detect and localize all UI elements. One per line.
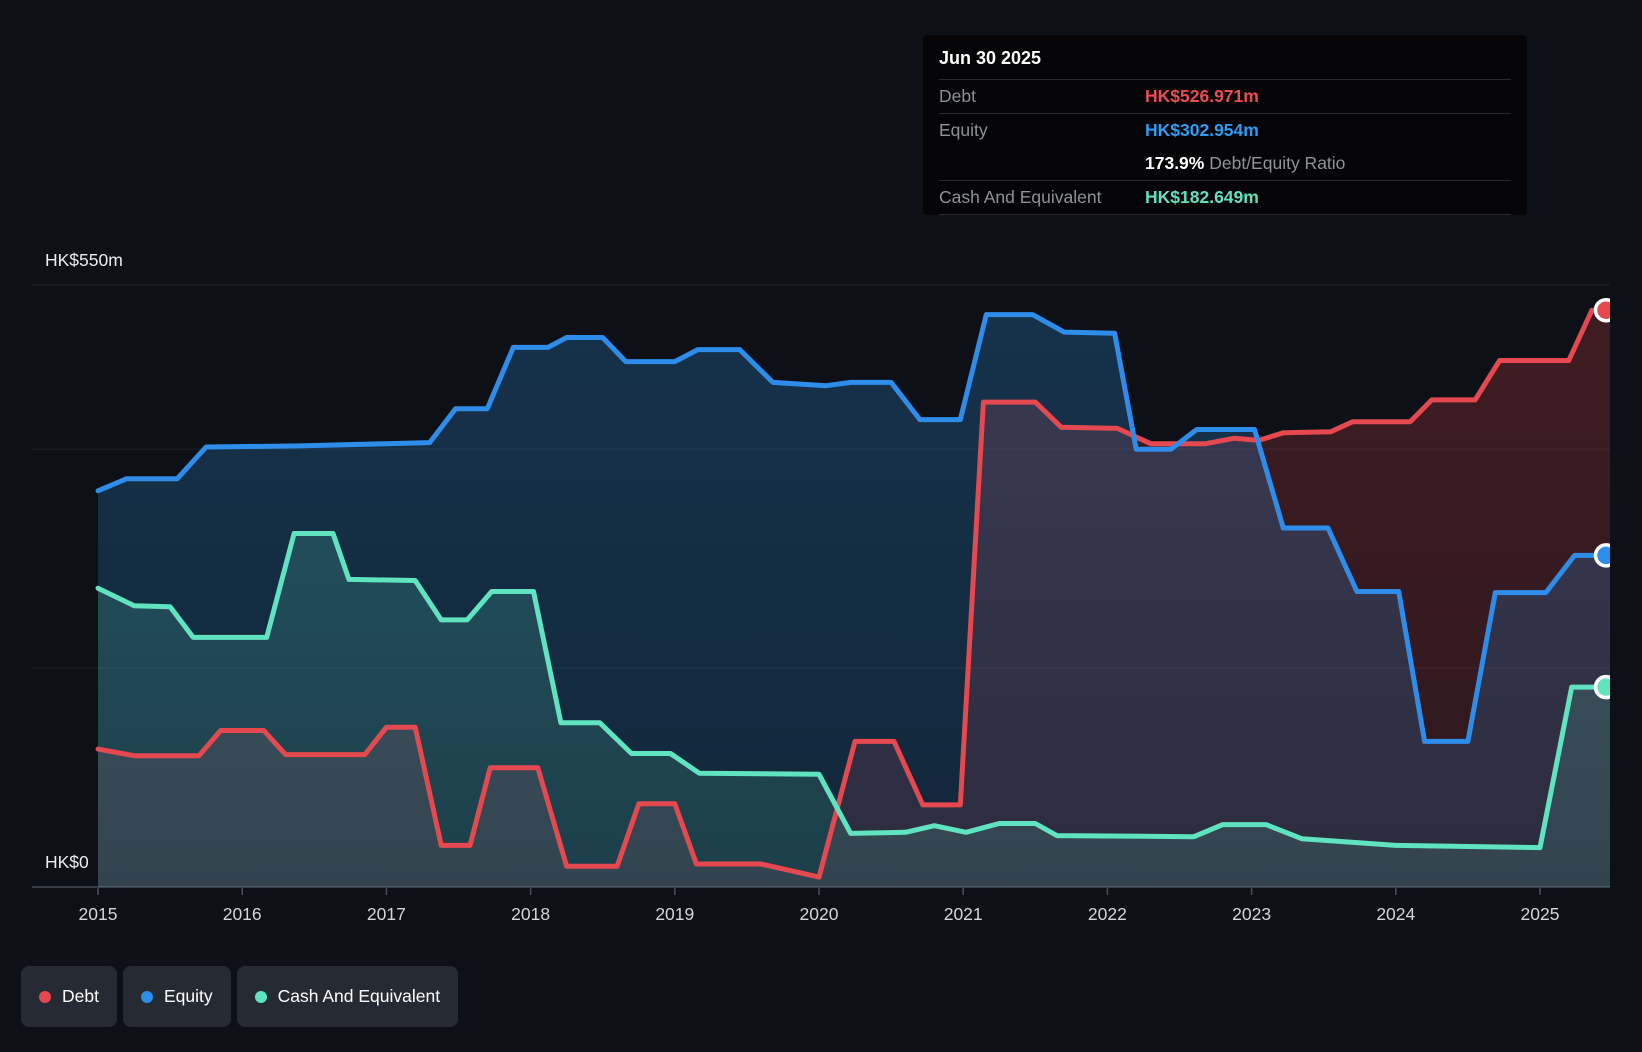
equity-series-dot-icon: [140, 990, 153, 1003]
tooltip-row-debt: Debt HK$526.971m: [939, 80, 1511, 114]
tooltip-row-equity: Equity HK$302.954m: [939, 114, 1511, 147]
debt-line: [95, 307, 1610, 880]
y-axis-label-0: HK$0: [45, 852, 89, 872]
tooltip-debt-label: Debt: [939, 86, 976, 106]
tooltip-row-ratio: 173.9% Debt/Equity Ratio: [939, 147, 1511, 181]
tooltip-equity-value: HK$302.954m: [1145, 120, 1259, 140]
cash-series-dot-icon: [254, 990, 267, 1003]
debt-series-dot-icon: [39, 990, 51, 1003]
tooltip-date: Jun 30 2025: [939, 35, 1511, 80]
tooltip-ratio-label: Debt/Equity Ratio: [1209, 153, 1346, 173]
tooltip-ratio-value: 173.9%: [1145, 153, 1205, 173]
tooltip-cash-value: HK$182.649m: [1145, 187, 1259, 207]
x-tick-label-2020: 2020: [800, 904, 839, 924]
x-tick-label-2025: 2025: [1521, 904, 1560, 924]
x-tick-label-2021: 2021: [944, 904, 983, 924]
y-axis-label-550: HK$550m: [45, 250, 123, 270]
legend-equity-label: Equity: [163, 986, 213, 1006]
tooltip-row-cash: Cash And Equivalent HK$182.649m: [939, 181, 1511, 215]
tooltip-equity-label: Equity: [939, 120, 988, 140]
legend-debt-label: Debt: [62, 986, 99, 1006]
x-tick-label-2017: 2017: [367, 904, 406, 924]
legend-item-debt[interactable]: Debt: [21, 966, 117, 1027]
debt-endpoint-marker: [1593, 297, 1610, 323]
equity-line: [95, 312, 1610, 744]
cash-endpoint-marker: [1593, 674, 1610, 700]
tooltip-cash-label: Cash And Equivalent: [939, 187, 1102, 207]
equity-endpoint-marker: [1593, 543, 1610, 568]
x-tick-label-2024: 2024: [1376, 904, 1415, 924]
cash-line: [95, 531, 1610, 851]
x-tick-label-2019: 2019: [655, 904, 694, 924]
x-tick-label-2023: 2023: [1232, 904, 1271, 924]
x-tick-label-2016: 2016: [223, 904, 262, 924]
x-tick-label-2015: 2015: [79, 904, 118, 924]
tooltip-panel: Jun 30 2025 Debt HK$526.971m Equity HK$3…: [923, 35, 1527, 215]
x-tick-label-2018: 2018: [511, 904, 550, 924]
tooltip-debt-value: HK$526.971m: [1145, 86, 1259, 106]
cash-area: [98, 533, 1610, 887]
x-tick-label-2022: 2022: [1088, 904, 1127, 924]
series-group: [95, 297, 1610, 887]
legend-cash-label: Cash And Equivalent: [277, 986, 441, 1006]
legend: Debt Equity Cash And Equivalent: [21, 966, 459, 1027]
legend-item-equity[interactable]: Equity: [122, 966, 231, 1027]
legend-item-cash[interactable]: Cash And Equivalent: [236, 966, 459, 1027]
